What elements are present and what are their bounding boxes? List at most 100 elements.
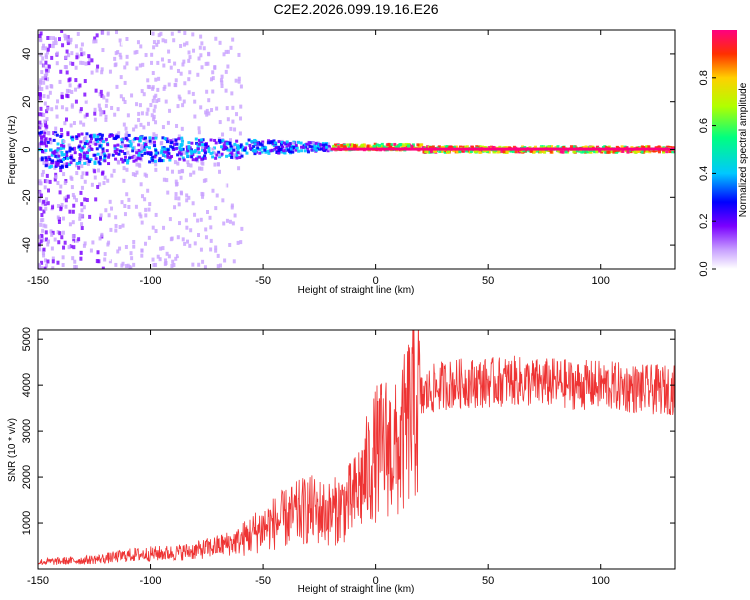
colorbar-tick-label: 0.8: [698, 70, 710, 85]
heat-cell: [140, 248, 144, 253]
heat-cell: [57, 37, 61, 42]
heat-cell: [185, 225, 189, 230]
heat-cell: [70, 90, 74, 95]
spectrogram-heatmap: [38, 30, 675, 269]
heat-cell: [133, 173, 137, 178]
heat-cell: [66, 194, 70, 199]
heat-cell: [117, 152, 121, 156]
heat-cell: [200, 41, 204, 46]
heat-cell: [68, 40, 72, 45]
heat-cell: [87, 61, 91, 66]
heat-cell: [320, 147, 324, 151]
heat-cell: [95, 259, 99, 264]
heat-cell: [196, 218, 200, 223]
heat-cell: [313, 146, 317, 150]
heat-cell: [137, 153, 141, 157]
heat-cell: [42, 63, 46, 68]
heat-cell: [61, 263, 65, 268]
heat-cell: [282, 149, 286, 153]
heat-cell: [198, 166, 202, 171]
heat-cell: [160, 146, 164, 150]
heat-cell: [181, 237, 185, 242]
y-tick-label: 5000: [21, 327, 33, 351]
heat-cell: [200, 138, 204, 142]
y-tick-label: -20: [21, 189, 33, 205]
heat-cell: [411, 143, 415, 147]
heat-cell: [157, 98, 161, 103]
heat-cell: [185, 182, 189, 187]
heat-cell: [288, 143, 292, 147]
heat-cell: [113, 149, 117, 153]
heat-cell: [92, 133, 96, 137]
heat-cell: [54, 131, 58, 135]
heat-cell: [44, 46, 48, 51]
heat-cell: [189, 152, 193, 157]
heat-cell: [139, 149, 143, 153]
heat-cell: [647, 145, 651, 149]
heat-cell: [140, 153, 144, 157]
heat-cell: [137, 148, 141, 152]
heat-cell: [211, 89, 215, 94]
heat-cell: [200, 157, 204, 161]
heat-cell: [377, 143, 381, 147]
heat-cell: [400, 145, 404, 149]
heat-cell: [152, 132, 156, 137]
x-tick-label: -100: [140, 575, 162, 587]
heat-cell: [97, 168, 101, 173]
heat-cell: [48, 36, 52, 41]
heat-cell: [69, 161, 73, 165]
heat-cell: [651, 149, 655, 153]
heat-cell: [185, 145, 189, 149]
heat-cell: [66, 157, 70, 161]
heat-cell: [85, 160, 89, 165]
heat-cell: [100, 67, 104, 72]
heat-cell: [40, 138, 44, 143]
heat-cell: [102, 95, 106, 100]
heat-cell: [39, 222, 43, 227]
heat-cell: [296, 140, 300, 144]
heat-cell: [314, 148, 318, 152]
heat-cell: [250, 139, 254, 143]
heat-cell: [44, 258, 48, 263]
snr-x-axis: -150 -100 -50 0 50 100: [27, 330, 610, 587]
heat-cell: [310, 148, 314, 152]
heat-cell: [162, 225, 166, 230]
heat-cell: [39, 31, 43, 36]
heat-cell: [54, 41, 58, 46]
heat-cell: [169, 139, 173, 143]
heat-cell: [426, 145, 430, 149]
heat-cell: [285, 145, 289, 149]
heat-cell: [164, 39, 168, 44]
heat-cell: [45, 117, 49, 122]
heat-cell: [40, 213, 44, 218]
heat-cell: [89, 158, 93, 162]
heat-cell: [62, 139, 66, 143]
heat-cell: [124, 264, 128, 269]
heat-cell: [108, 259, 112, 264]
heat-cell: [151, 85, 155, 90]
heat-cell: [214, 245, 218, 250]
heat-cell: [76, 31, 80, 36]
heat-cell: [86, 150, 90, 154]
heat-cell: [665, 150, 669, 154]
heat-cell: [203, 148, 207, 152]
colorbar-tick-label: 0.2: [698, 214, 710, 229]
heat-cell: [174, 196, 178, 201]
heat-cell: [45, 159, 49, 164]
heat-cell: [67, 245, 71, 250]
heat-cell: [151, 71, 155, 76]
heat-cell: [668, 150, 672, 154]
heat-cell: [38, 242, 42, 247]
heat-cell: [41, 76, 45, 81]
heat-cell: [132, 244, 136, 249]
heat-cell: [294, 143, 298, 147]
heat-cell: [103, 154, 107, 158]
heat-cell: [71, 61, 75, 66]
heat-cell: [88, 57, 92, 62]
heat-cell: [123, 158, 127, 162]
spectrogram-y-label: Frequency (Hz): [7, 116, 18, 185]
heat-cell: [127, 133, 131, 137]
heat-cell: [186, 149, 190, 153]
heat-cell: [113, 144, 117, 148]
colorbar-gradient: [712, 30, 737, 269]
